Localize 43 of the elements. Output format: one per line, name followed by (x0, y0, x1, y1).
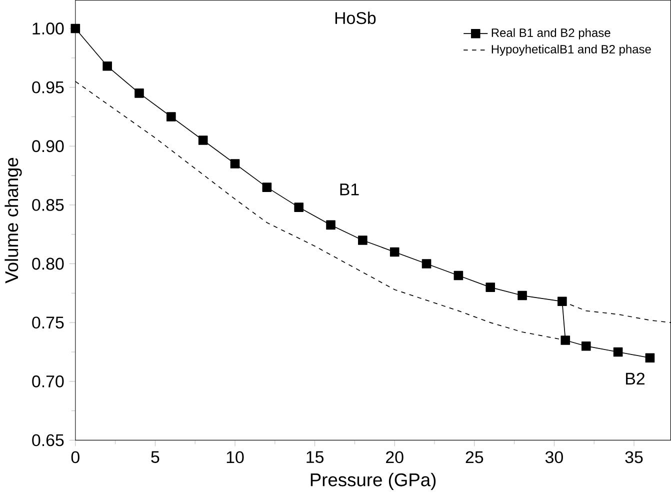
point (486, 282, 496, 292)
y-tick-label: 0.65 (32, 434, 64, 446)
point (102, 62, 112, 71)
point (294, 202, 304, 212)
y-tick-label: 0.70 (32, 376, 64, 388)
x-axis-title: Pressure (GPa) (310, 473, 436, 490)
point (262, 182, 272, 192)
point (613, 348, 623, 357)
point (645, 353, 655, 363)
point (198, 136, 208, 146)
y-tick-label: 1.00 (32, 22, 64, 35)
x-tick-label: 10 (226, 451, 244, 464)
point (518, 291, 527, 300)
point (390, 248, 400, 257)
x-tick-label: 30 (545, 451, 563, 464)
y-tick-label: 0.85 (32, 199, 64, 212)
x-tick-label: 5 (151, 451, 160, 464)
annotation: B2 (626, 372, 644, 385)
point (166, 112, 176, 122)
point (454, 271, 464, 280)
point (230, 159, 240, 169)
legend-label: Real B1 and B2 phase (492, 28, 610, 40)
annotation: HoSb (335, 12, 376, 24)
x-tick-label: 15 (306, 451, 324, 464)
x-tick-label: 25 (466, 451, 484, 464)
y-axis-title: Volume change (4, 158, 22, 284)
point (560, 336, 570, 346)
y-tick-label: 0.80 (32, 258, 64, 270)
x-tick-label: 35 (625, 451, 643, 464)
point (558, 296, 567, 306)
x-tick-label: 20 (386, 451, 404, 464)
x-tick-label: 0 (71, 451, 80, 464)
y-tick-label: 0.95 (32, 82, 64, 94)
point (358, 236, 368, 246)
point (581, 342, 591, 351)
point (70, 24, 80, 34)
point (134, 88, 144, 98)
annotation: B1 (340, 184, 359, 196)
y-tick-label: 0.90 (32, 140, 64, 152)
point (326, 220, 336, 230)
y-tick-label: 0.75 (32, 316, 64, 329)
point (422, 259, 432, 269)
legend-label: HypoyheticalB1 and B2 phase (492, 44, 651, 56)
